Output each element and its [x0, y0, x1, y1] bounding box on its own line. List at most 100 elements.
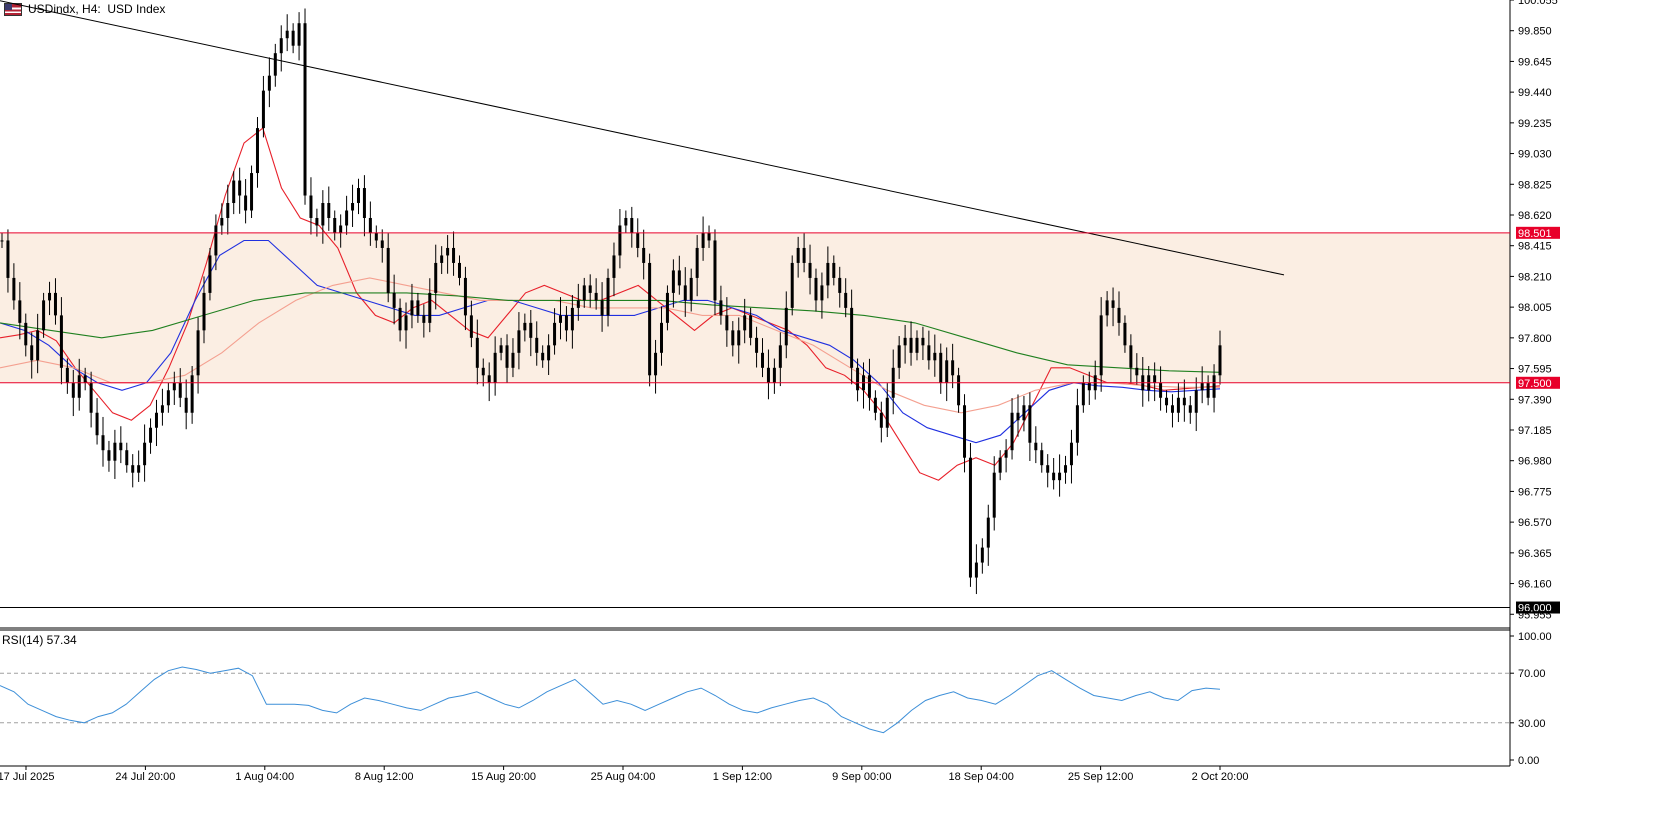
candle-body — [957, 375, 961, 406]
y-tick-label: 97.390 — [1518, 394, 1552, 406]
candle-body — [814, 277, 818, 301]
x-tick-label: 15 Aug 20:00 — [471, 771, 536, 783]
candle — [945, 347, 949, 402]
candle — [873, 390, 877, 421]
candle — [83, 367, 87, 391]
candle-body — [374, 232, 378, 241]
candle — [986, 504, 990, 566]
candle-body — [154, 412, 158, 428]
moving-average-line — [0, 239, 1221, 444]
candle — [778, 332, 782, 387]
candle — [648, 253, 652, 387]
candle — [594, 278, 598, 310]
candle — [184, 379, 188, 430]
candle — [885, 383, 889, 438]
candle — [238, 167, 242, 214]
candle-body — [1182, 397, 1186, 406]
candle-body — [802, 247, 806, 263]
candle — [12, 263, 16, 310]
candle — [273, 43, 277, 87]
candle — [291, 23, 295, 54]
candle-body — [927, 345, 931, 361]
candle — [968, 443, 972, 587]
price-level-label: 98.501 — [1518, 228, 1552, 240]
candle-body — [113, 442, 117, 461]
candle — [832, 255, 836, 286]
candle-body — [452, 247, 456, 263]
candle-body — [457, 262, 461, 278]
candle-body — [707, 232, 711, 241]
trendline[interactable] — [0, 0, 1285, 276]
candle-body — [0, 240, 4, 242]
candle-body — [582, 285, 586, 301]
candle-body — [1034, 442, 1038, 451]
candle — [386, 233, 390, 303]
candle — [457, 255, 461, 286]
candle-body — [446, 247, 450, 256]
candle — [172, 371, 176, 405]
candle-body — [24, 322, 28, 346]
candle — [790, 255, 794, 316]
candle-body — [755, 337, 759, 353]
candle-body — [48, 292, 52, 301]
candle-body — [921, 337, 925, 346]
candle-body — [1153, 375, 1157, 383]
candle-body — [1040, 450, 1044, 466]
candle-body — [998, 457, 1002, 473]
candle-body — [416, 300, 420, 316]
candle — [547, 334, 551, 376]
candle-body — [392, 292, 396, 308]
candle — [362, 175, 366, 237]
candle — [321, 190, 325, 244]
candle — [196, 317, 200, 394]
candle-body — [541, 352, 545, 361]
candle-body — [143, 442, 147, 466]
candle-body — [410, 300, 414, 316]
candle — [939, 343, 943, 394]
candle — [410, 283, 414, 329]
candle — [339, 214, 343, 248]
candle — [434, 244, 438, 310]
candle — [1004, 439, 1008, 473]
candle-body — [1212, 375, 1216, 398]
candle-body — [232, 180, 236, 204]
candle — [701, 216, 705, 261]
candle-body — [968, 457, 972, 578]
candle — [1159, 366, 1163, 411]
candle-body — [493, 352, 497, 383]
candle-body — [796, 247, 800, 263]
candle — [1058, 454, 1062, 497]
candle-body — [1064, 465, 1068, 473]
candle-body — [713, 240, 717, 301]
candle — [356, 178, 360, 215]
candle-body — [511, 352, 515, 368]
candle-body — [208, 255, 212, 293]
candle — [24, 313, 28, 357]
candle — [101, 416, 105, 467]
x-tick-label: 25 Aug 04:00 — [591, 771, 656, 783]
candle-body — [368, 217, 372, 233]
candle — [963, 394, 967, 473]
trendline-line — [0, 0, 1285, 276]
candle — [850, 289, 854, 385]
y-tick-label: 99.645 — [1518, 56, 1552, 68]
candle — [1123, 315, 1127, 353]
candle-body — [963, 405, 967, 458]
candle-body — [499, 345, 503, 353]
candle-body — [636, 232, 640, 248]
us-flag-icon — [4, 2, 22, 16]
candle-body — [588, 285, 592, 293]
candle — [713, 229, 717, 316]
candle — [927, 330, 931, 370]
candle-body — [1194, 390, 1198, 413]
candle-body — [903, 337, 907, 346]
candle-body — [1004, 450, 1008, 458]
y-tick-label: 100.055 — [1518, 0, 1558, 7]
candle-body — [701, 232, 705, 248]
candle-body — [689, 277, 693, 301]
candle — [677, 255, 681, 295]
candle-body — [196, 330, 200, 376]
candle-body — [273, 53, 277, 76]
candle-body — [992, 472, 996, 518]
